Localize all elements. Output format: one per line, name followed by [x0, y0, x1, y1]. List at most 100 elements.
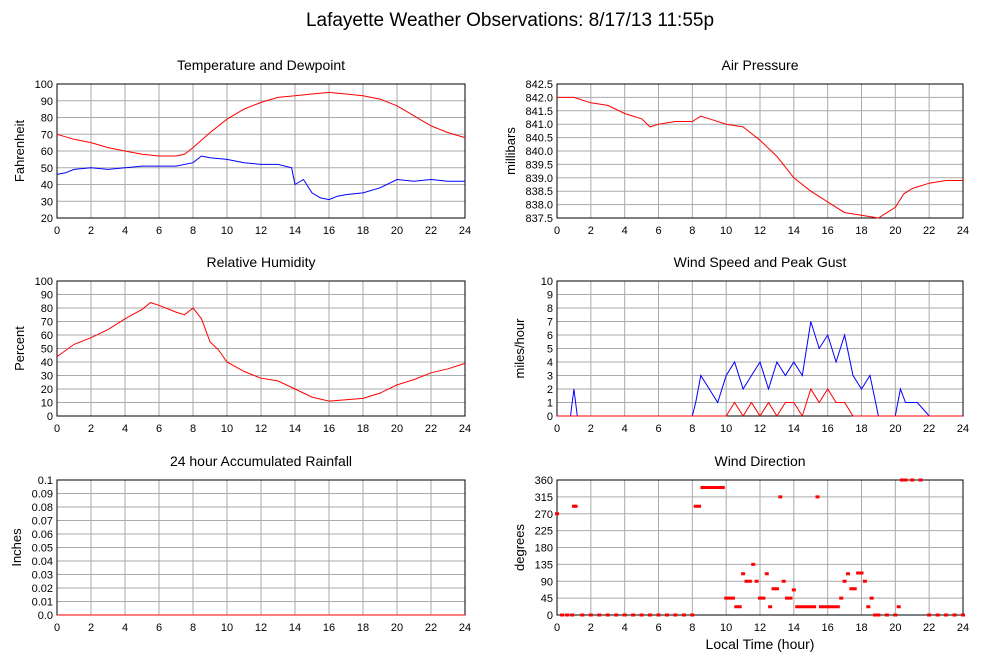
direction-point — [727, 596, 732, 600]
direction-point — [774, 587, 779, 591]
temp-y-tick-label: 80 — [41, 113, 53, 125]
wind-y-tick-label: 8 — [547, 303, 553, 315]
rain-x-tick-label: 22 — [425, 622, 437, 634]
direction-y-tick-label: 360 — [535, 475, 553, 487]
wind-y-tick-label: 0 — [547, 411, 553, 423]
direction-point — [873, 613, 878, 617]
wind-x-tick-label: 12 — [754, 423, 766, 435]
wind-x-tick-label: 0 — [554, 423, 560, 435]
rain-y-tick-label: 0.05 — [32, 543, 53, 555]
wind-y-axis-label: miles/hour — [512, 318, 527, 379]
rain-y-tick-label: 0.02 — [32, 583, 53, 595]
direction-point — [720, 486, 725, 489]
rain-x-tick-label: 0 — [54, 622, 60, 634]
page-title: Lafayette Weather Observations: 8/17/13 … — [306, 10, 714, 31]
temp-title: Temperature and Dewpoint — [177, 57, 345, 73]
direction-point — [580, 613, 585, 617]
direction-x-tick-label: 8 — [689, 622, 695, 634]
temp-x-tick-label: 4 — [122, 225, 128, 237]
direction-point — [614, 613, 619, 617]
temp-y-tick-label: 100 — [35, 79, 53, 91]
rain-y-axis-label: Inches — [9, 528, 24, 567]
direction-point — [707, 486, 712, 489]
rain-y-tick-label: 0.09 — [32, 489, 53, 501]
temp-y-tick-label: 90 — [41, 96, 53, 108]
rain-y-tick-label: 0.07 — [32, 516, 53, 528]
pressure-x-tick-label: 24 — [957, 225, 969, 237]
direction-point — [771, 587, 776, 591]
humidity-y-axis-label: Percent — [12, 326, 27, 371]
pressure-y-tick-label: 841.0 — [525, 119, 553, 131]
rain-y-tick-label: 0.1 — [38, 475, 53, 487]
temp-plot-frame — [56, 83, 466, 219]
humidity-x-tick-label: 24 — [459, 423, 471, 435]
direction-point — [754, 579, 759, 583]
humidity-y-tick-label: 30 — [41, 371, 53, 383]
direction-point — [961, 613, 965, 617]
direction-point — [835, 605, 840, 609]
pressure-x-tick-label: 18 — [855, 225, 867, 237]
temp-x-tick-label: 2 — [88, 225, 94, 237]
pressure-x-tick-label: 16 — [822, 225, 834, 237]
direction-point — [555, 512, 559, 516]
pressure-x-tick-label: 22 — [923, 225, 935, 237]
pressure-y-tick-label: 839.0 — [525, 173, 553, 185]
direction-point — [944, 613, 949, 617]
pressure-plot-frame — [556, 83, 964, 219]
direction-point — [758, 596, 762, 600]
direction-point — [788, 596, 793, 600]
wind-series-line-0 — [557, 321, 963, 417]
pressure-x-tick-label: 10 — [720, 225, 732, 237]
pressure-y-tick-label: 840.5 — [525, 133, 553, 145]
temp-x-tick-label: 22 — [425, 225, 437, 237]
pressure-y-tick-label: 841.5 — [525, 106, 553, 118]
direction-point — [795, 605, 800, 609]
wind-x-tick-label: 20 — [889, 423, 901, 435]
direction-point — [622, 613, 627, 617]
rain-y-tick-label: 0.06 — [32, 529, 53, 541]
direction-point — [876, 613, 881, 617]
humidity-plot-frame — [56, 280, 466, 417]
wind-y-tick-label: 6 — [547, 330, 553, 342]
temp-y-axis-label: Fahrenheit — [12, 120, 27, 183]
direction-point — [744, 579, 749, 583]
humidity-y-tick-label: 70 — [41, 317, 53, 329]
rain-x-tick-label: 24 — [459, 622, 471, 634]
wind-series-line-1 — [557, 387, 963, 418]
direction-point — [697, 504, 702, 508]
direction-point — [896, 605, 901, 609]
rain-x-tick-label: 16 — [323, 622, 335, 634]
direction-x-tick-label: 22 — [923, 622, 935, 634]
direction-point — [852, 587, 857, 591]
direction-point — [734, 605, 739, 609]
direction-point — [573, 504, 578, 508]
humidity-y-tick-label: 40 — [41, 357, 53, 369]
direction-x-tick-label: 14 — [788, 622, 800, 634]
direction-point — [815, 495, 820, 499]
direction-x-tick-label: 10 — [720, 622, 732, 634]
direction-point — [560, 613, 565, 617]
direction-point — [714, 486, 719, 489]
direction-point — [717, 486, 722, 489]
direction-point — [822, 605, 827, 609]
humidity-series-line-0 — [56, 302, 466, 402]
pressure-y-tick-label: 842.0 — [525, 92, 553, 104]
humidity-x-tick-label: 0 — [54, 423, 60, 435]
direction-point — [597, 613, 602, 617]
temp-x-tick-label: 10 — [221, 225, 233, 237]
pressure-x-tick-label: 6 — [655, 225, 661, 237]
direction-point — [935, 613, 940, 617]
pressure-x-tick-label: 2 — [588, 225, 594, 237]
temp-x-tick-label: 18 — [357, 225, 369, 237]
rain-x-tick-label: 10 — [221, 622, 233, 634]
direction-y-tick-label: 270 — [535, 509, 553, 521]
direction-point — [768, 605, 773, 609]
direction-point — [588, 613, 593, 617]
direction-point — [805, 605, 810, 609]
temp-y-tick-label: 50 — [41, 163, 53, 175]
direction-point — [845, 572, 850, 576]
wind-x-tick-label: 6 — [655, 423, 661, 435]
